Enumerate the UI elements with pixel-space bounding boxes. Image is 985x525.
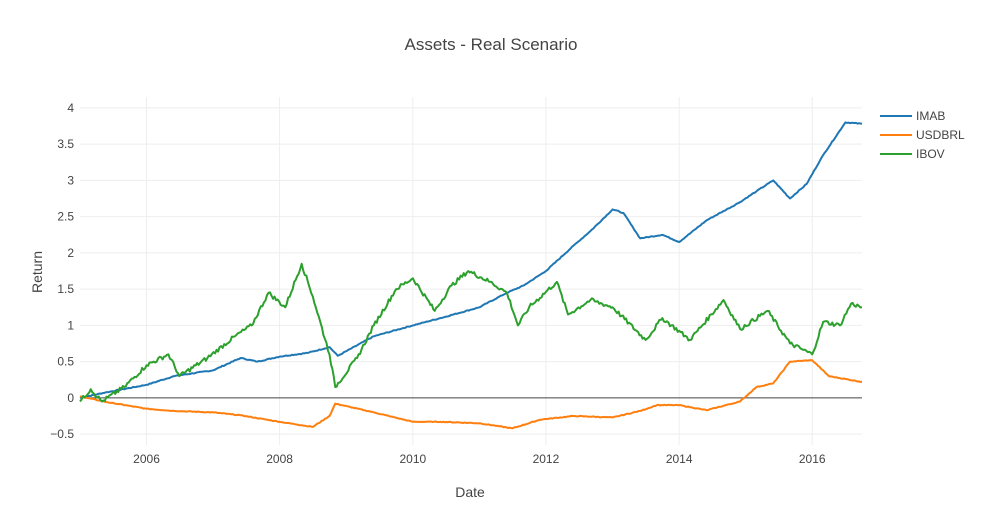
y-tick-label: −0.5 bbox=[50, 427, 74, 441]
legend-item-imab[interactable]: IMAB bbox=[916, 109, 945, 123]
series-line-usdbrl bbox=[79, 359, 862, 430]
legend-item-usdbrl[interactable]: USDBRL bbox=[916, 128, 965, 142]
series-line-imab bbox=[79, 121, 863, 399]
y-tick-label: 1.5 bbox=[57, 282, 74, 296]
y-tick-label: 3.5 bbox=[57, 137, 74, 151]
x-axis-label: Date bbox=[455, 484, 485, 500]
y-tick-label: 0 bbox=[67, 391, 74, 405]
y-axis-label: Return bbox=[29, 251, 45, 293]
x-tick-label: 2012 bbox=[533, 452, 560, 466]
y-tick-label: 2 bbox=[67, 246, 74, 260]
y-tick-label: 1 bbox=[67, 318, 74, 332]
y-tick-label: 0.5 bbox=[57, 355, 74, 369]
x-tick-label: 2008 bbox=[266, 452, 293, 466]
y-tick-label: 4 bbox=[67, 101, 74, 115]
chart-title: Assets - Real Scenario bbox=[405, 35, 578, 54]
x-tick-label: 2006 bbox=[133, 452, 160, 466]
y-tick-label: 2.5 bbox=[57, 210, 74, 224]
series-layer bbox=[79, 121, 863, 430]
y-axis-ticks: −0.5 0 0.5 1 1.5 2 2.5 3 3.5 4 bbox=[50, 101, 74, 441]
legend-item-ibov[interactable]: IBOV bbox=[916, 147, 945, 161]
y-tick-label: 3 bbox=[67, 173, 74, 187]
x-tick-label: 2010 bbox=[399, 452, 426, 466]
legend[interactable]: IMAB USDBRL IBOV bbox=[880, 109, 965, 161]
x-axis-ticks: 2006 2008 2010 2012 2014 2016 bbox=[133, 452, 826, 466]
x-tick-label: 2016 bbox=[799, 452, 826, 466]
series-line-ibov bbox=[79, 262, 863, 403]
x-tick-label: 2014 bbox=[666, 452, 693, 466]
